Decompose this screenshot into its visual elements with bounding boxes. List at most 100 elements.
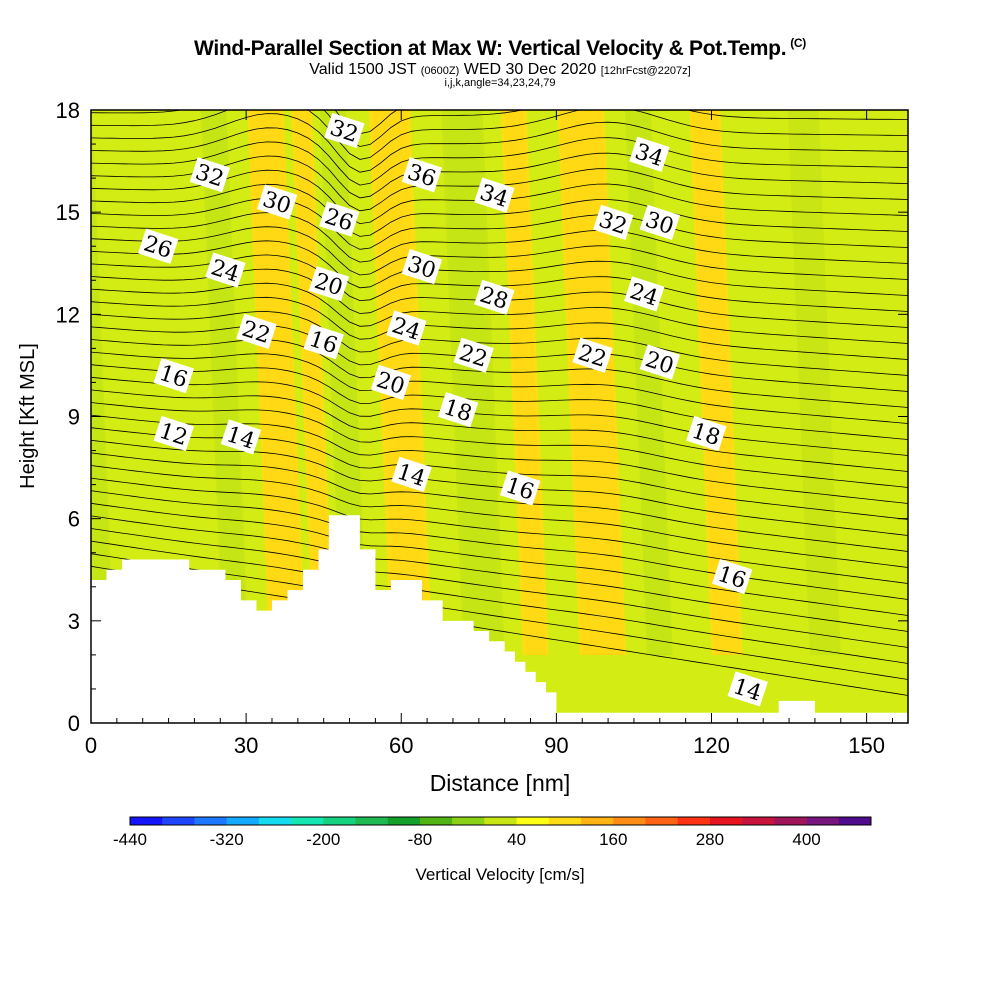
- colorbar-swatch: [484, 817, 517, 825]
- contour-label-bg: [303, 323, 344, 360]
- velocity-band: [689, 110, 743, 655]
- x-tick-label: 120: [693, 733, 730, 758]
- colorbar-swatch: [677, 817, 711, 825]
- theta-contour-line: [91, 465, 908, 568]
- theta-contour-line: [91, 402, 908, 488]
- contour-label: 20: [370, 364, 412, 401]
- valid-date: WED 30 Dec 2020: [463, 61, 597, 78]
- colorbar-tick-label: -200: [306, 830, 340, 849]
- colorbar-swatch: [645, 817, 678, 825]
- theta-contour-line: [91, 414, 908, 504]
- terrain: [91, 515, 908, 723]
- valid-time: Valid 1500 JST: [309, 61, 417, 78]
- colorbar-swatch: [774, 817, 807, 825]
- theta-contour-line: [91, 183, 908, 237]
- velocity-band: [247, 110, 306, 655]
- y-tick-label: 3: [68, 609, 80, 634]
- contour-label-bg: [189, 157, 231, 193]
- velocity-band: [441, 110, 505, 655]
- theta-contour-line: [91, 477, 908, 584]
- contour-label-bg: [712, 558, 753, 595]
- contour-label: 34: [629, 136, 670, 172]
- colorbar: -440 -320 -200 -80 40 160 280 400: [113, 816, 872, 849]
- colorbar-tick-label: 400: [792, 830, 820, 849]
- contour-label-bg: [686, 415, 727, 452]
- y-axis: 0 3 6 9 12 15 18: [56, 98, 908, 736]
- colorbar-swatch: [355, 817, 389, 825]
- contour-label: 34: [474, 177, 515, 213]
- theta-contour-line: [91, 351, 908, 424]
- theta-contour-line: [91, 212, 908, 264]
- colorbar-swatch: [130, 817, 163, 825]
- contour-label-bg: [319, 201, 360, 237]
- theta-contour-line: [91, 110, 908, 147]
- theta-contour-line: [91, 113, 908, 173]
- theta-contour-line: [91, 528, 908, 648]
- copyright-mark: (C): [790, 36, 806, 50]
- theta-contour-line: [91, 296, 908, 360]
- theta-contour-line: [91, 311, 908, 376]
- colorbar-swatch: [806, 817, 840, 825]
- x-tick-label: 60: [389, 733, 413, 758]
- velocity-band: [624, 110, 673, 655]
- contour-label-bg: [324, 112, 365, 149]
- theta-contour-line: [91, 376, 908, 456]
- contour-label-bg: [308, 266, 350, 302]
- y-tick-label: 12: [56, 302, 80, 327]
- theta-contour-line: [91, 240, 908, 296]
- velocity-band: [200, 110, 249, 655]
- section-params: i,j,k,angle=34,23,24,79: [444, 77, 556, 89]
- theta-contour-line: [91, 226, 908, 280]
- theta-contour-line: [91, 490, 908, 600]
- contour-label: 20: [639, 344, 680, 380]
- colorbar-label: Vertical Velocity [cm/s]: [415, 865, 584, 884]
- contour-label: 26: [138, 228, 179, 264]
- theta-contours: [91, 110, 908, 696]
- contour-label-bg: [138, 228, 179, 264]
- theta-contour-line: [91, 452, 908, 552]
- theta-contour-line: [91, 389, 908, 472]
- contour-label-bg: [474, 279, 515, 315]
- theta-contour-line: [91, 197, 908, 250]
- theta-contour-line: [91, 540, 908, 664]
- theta-contour-line: [91, 325, 908, 392]
- colorbar-swatch: [516, 817, 550, 825]
- theta-contour-line: [91, 127, 908, 186]
- chart-subtitle: Valid 1500 JST (0600Z) WED 30 Dec 2020 […: [0, 61, 1000, 79]
- y-tick-label: 15: [56, 200, 80, 225]
- contour-label-bg: [153, 415, 194, 452]
- contour-label-bg: [474, 177, 515, 213]
- colorbar-swatch: [419, 817, 453, 825]
- theta-contour-line: [91, 339, 908, 408]
- velocity-band: [291, 110, 335, 655]
- x-tick-label: 150: [848, 733, 885, 758]
- theta-contour-line: [91, 141, 908, 199]
- x-axis: 0 30 60 90 120 150: [85, 110, 893, 758]
- contour-label-bg: [386, 310, 427, 346]
- contour-label-bg: [639, 204, 680, 241]
- contour-label: 14: [391, 456, 432, 493]
- contour-label-bg: [401, 157, 443, 193]
- colorbar-swatch: [709, 817, 743, 825]
- theta-contour-line: [91, 553, 908, 680]
- forecast-info: [12hrFcst@2207z]: [600, 65, 691, 77]
- x-tick-label: 0: [85, 733, 97, 758]
- contour-label-bg: [593, 204, 634, 241]
- colorbar-tick-label: 40: [507, 830, 526, 849]
- contour-label-bg: [639, 344, 680, 380]
- contour-label-bg: [401, 249, 443, 285]
- colorbar-tick-label: -440: [113, 830, 147, 849]
- colorbar-tick-label: -80: [408, 830, 433, 849]
- contour-label: 22: [572, 337, 613, 373]
- contour-label-bg: [391, 456, 432, 493]
- contour-label-bg: [256, 184, 298, 220]
- x-axis-label: Distance [nm]: [430, 770, 571, 796]
- colorbar-swatch: [323, 817, 356, 825]
- colorbar-swatch: [162, 817, 195, 825]
- theta-contour-line: [91, 282, 908, 344]
- contour-label-bg: [727, 671, 768, 707]
- y-axis-label: Height [Kft MSL]: [17, 343, 39, 489]
- theta-contour-line: [91, 439, 908, 536]
- contour-label-bg: [370, 364, 412, 401]
